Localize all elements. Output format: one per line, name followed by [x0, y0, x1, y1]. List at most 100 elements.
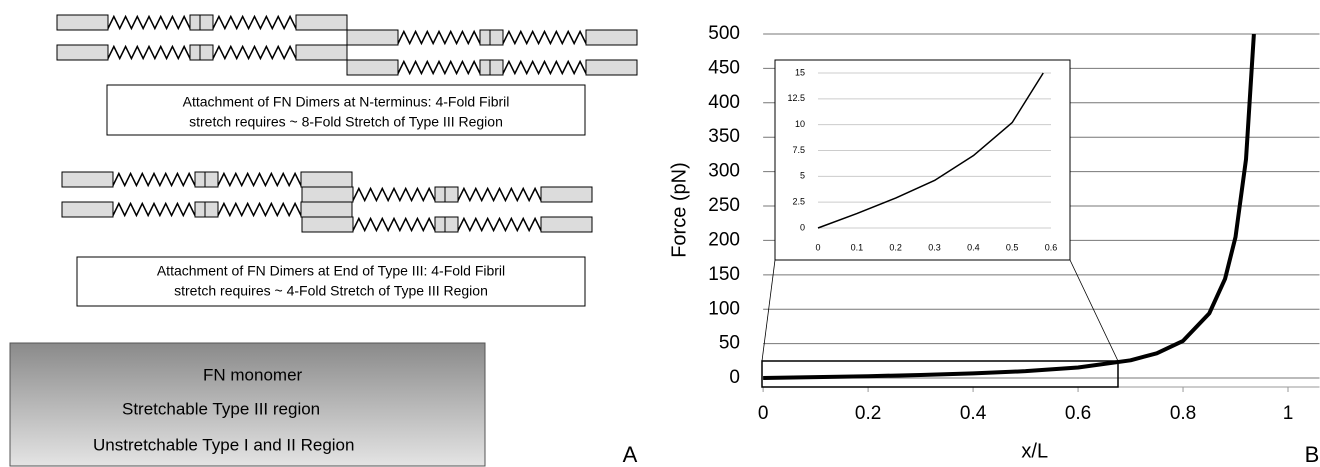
domain-box	[56, 14, 109, 31]
domain-box	[204, 201, 219, 218]
domain-box	[295, 44, 348, 61]
y-tick-label: 15	[795, 67, 805, 77]
x-tick-label: 0.3	[928, 242, 941, 252]
spring	[212, 14, 297, 31]
y-tick-label: 400	[708, 92, 740, 113]
y-tick-label: 150	[708, 264, 740, 285]
zoom-line	[1069, 259, 1119, 362]
domain-box	[301, 186, 354, 203]
x-tick-label: 0.6	[1065, 403, 1091, 424]
y-axis-title: Force (pN)	[668, 162, 690, 258]
spring	[457, 186, 542, 203]
domain-box	[300, 171, 353, 188]
x-tick-label: 0.6	[1045, 242, 1058, 252]
caption: Attachment of FN Dimers at End of Type I…	[157, 263, 505, 279]
y-tick-label: 10	[795, 119, 805, 129]
domain-box	[194, 171, 206, 188]
domain-box	[61, 171, 114, 188]
panel-label: B	[1305, 442, 1320, 467]
x-tick-label: 0.4	[960, 403, 987, 424]
y-tick-label: 0	[729, 367, 740, 388]
spring	[457, 216, 542, 233]
domain-box	[540, 186, 593, 203]
inset-box	[774, 59, 1071, 261]
domain-box	[434, 186, 446, 203]
caption: stretch requires ~ 4-Fold Stretch of Typ…	[174, 283, 488, 299]
y-tick-label: 200	[708, 229, 740, 250]
x-tick-label: 1	[1283, 403, 1294, 424]
domain-box	[585, 29, 638, 46]
domain-box	[189, 44, 201, 61]
x-tick-label: 0.5	[1006, 242, 1019, 252]
y-tick-label: 5	[800, 171, 805, 181]
panel-label: A	[623, 442, 638, 467]
legend-text: FN monomer	[203, 365, 303, 384]
domain-box	[199, 14, 214, 31]
domain-box	[479, 29, 491, 46]
domain-box	[444, 216, 459, 233]
spring	[107, 14, 191, 31]
x-tick-label: 0.2	[855, 403, 881, 424]
x-axis-title: x/L	[1021, 440, 1048, 462]
y-tick-label: 50	[719, 333, 740, 354]
spring	[352, 216, 436, 233]
domain-box	[489, 59, 504, 76]
spring	[212, 44, 297, 61]
legend-text: Unstretchable Type I and II Region	[93, 435, 354, 454]
domain-box	[479, 59, 491, 76]
spring	[352, 186, 436, 203]
y-tick-label: 12.5	[787, 93, 805, 103]
domain-box	[301, 216, 354, 233]
spring	[112, 201, 196, 218]
data-line	[817, 72, 1044, 229]
domain-box	[189, 14, 201, 31]
zoom-box	[761, 360, 1119, 388]
spring	[217, 171, 302, 188]
spring	[397, 29, 481, 46]
x-tick-label: 0.1	[851, 242, 864, 252]
domain-box	[204, 171, 219, 188]
y-tick-label: 500	[708, 23, 740, 44]
spring	[217, 201, 302, 218]
domain-box	[346, 29, 399, 46]
caption-box	[76, 256, 586, 307]
y-tick-label: 0	[800, 222, 805, 232]
caption-box	[106, 84, 586, 136]
x-tick-label: 0	[815, 242, 820, 252]
y-tick-label: 7.5	[792, 145, 805, 155]
spring	[397, 59, 481, 76]
spring	[502, 59, 587, 76]
domain-box	[300, 201, 353, 218]
y-tick-label: 2.5	[792, 197, 805, 207]
domain-box	[61, 201, 114, 218]
y-tick-label: 300	[708, 161, 740, 182]
y-tick-label: 100	[708, 298, 740, 319]
y-tick-label: 250	[708, 195, 740, 216]
domain-box	[585, 59, 638, 76]
x-tick-label: 0.4	[967, 242, 980, 252]
legend-box	[9, 342, 486, 467]
x-tick-label: 0.2	[889, 242, 902, 252]
x-tick-label: 0.8	[1170, 403, 1196, 424]
spring	[112, 171, 196, 188]
domain-box	[199, 44, 214, 61]
domain-box	[56, 44, 109, 61]
x-tick-label: 0	[758, 403, 769, 424]
y-tick-label: 450	[708, 57, 740, 78]
legend-text: Stretchable Type III region	[122, 399, 320, 418]
caption: Attachment of FN Dimers at N-terminus: 4…	[183, 94, 510, 110]
domain-box	[434, 216, 446, 233]
y-tick-label: 350	[708, 126, 740, 147]
domain-box	[444, 186, 459, 203]
spring	[502, 29, 587, 46]
domain-box	[540, 216, 593, 233]
domain-box	[346, 59, 399, 76]
spring	[107, 44, 191, 61]
domain-box	[489, 29, 504, 46]
domain-box	[194, 201, 206, 218]
diagram	[32, 14, 638, 455]
zoom-line	[761, 259, 776, 362]
domain-box	[295, 14, 348, 31]
data-line	[763, 34, 1256, 381]
